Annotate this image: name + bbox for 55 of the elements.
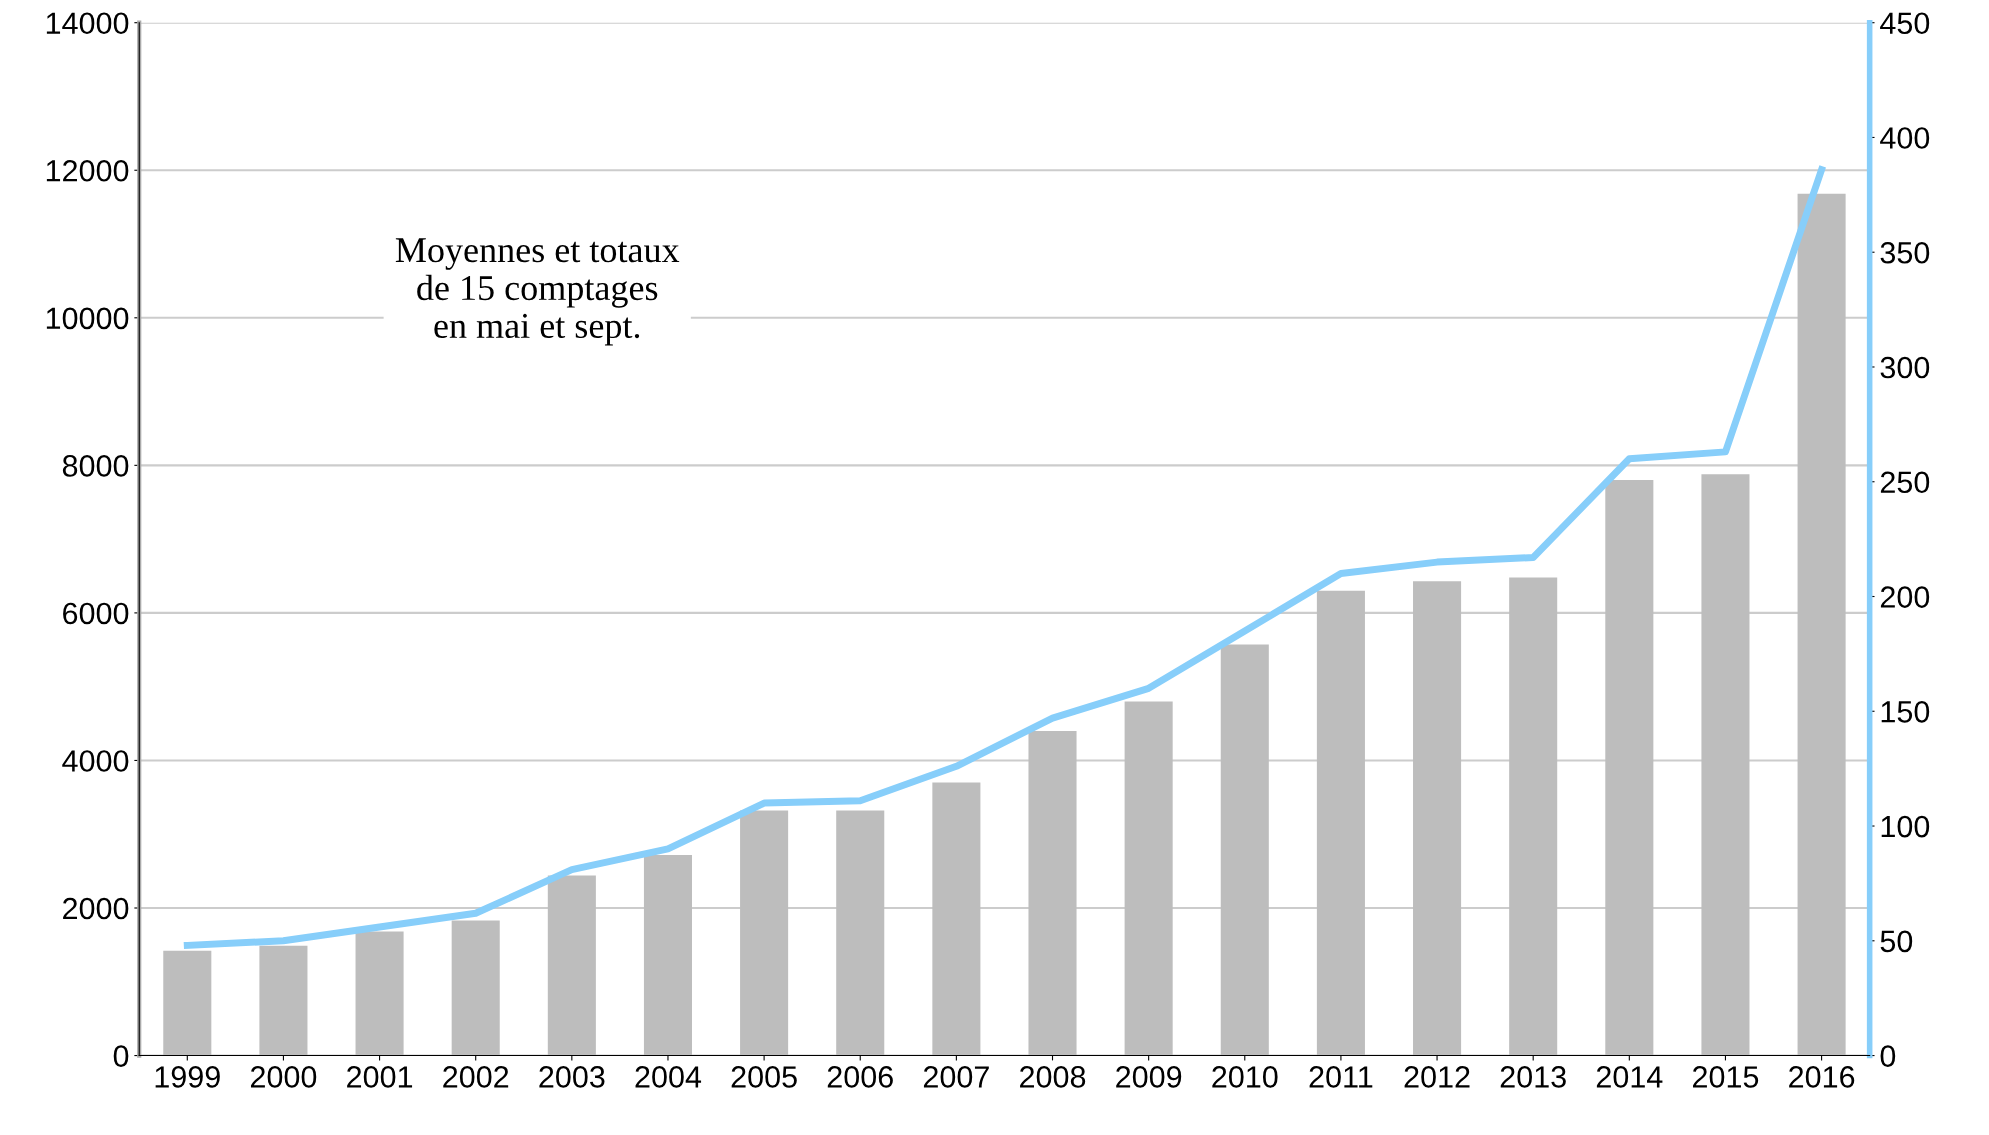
x-tick-label: 2012	[1404, 1066, 1470, 1088]
x-tick-label: 1999	[155, 1066, 220, 1088]
bar	[1509, 577, 1558, 1056]
x-tick-label: 2010	[1212, 1066, 1278, 1088]
y2-tick-label: 400	[1880, 127, 1930, 149]
y2-tick-label: 100	[1881, 815, 1930, 838]
bar	[1316, 590, 1365, 1056]
x-tick-label: 2011	[1309, 1066, 1373, 1088]
x-tick-label: 2008	[1020, 1066, 1086, 1088]
bar	[1797, 193, 1846, 1056]
y-tick-label: 6000	[63, 602, 129, 625]
y-tick-label: 4000	[62, 750, 129, 772]
y2-tick-label: 200	[1880, 586, 1930, 608]
x-tick-label: 2016	[1789, 1066, 1855, 1088]
x-tick-label: 2004	[635, 1066, 702, 1088]
annotation: Moyennes et totaux de 15 comptages en mai et sept.	[395, 238, 680, 346]
x-tick-label: 2007	[923, 1066, 989, 1088]
y-tick-label: 0	[113, 1045, 129, 1067]
y2-tick-label: 250	[1880, 471, 1930, 494]
bar	[1701, 474, 1750, 1056]
bar	[932, 782, 981, 1056]
x-tick-label: 2001	[347, 1066, 413, 1088]
bar	[836, 810, 885, 1056]
y-tick-label: 10000	[46, 307, 129, 330]
x-tick-label: 2015	[1693, 1066, 1759, 1088]
bar	[163, 950, 212, 1056]
y2-tick-label: 150	[1881, 701, 1930, 723]
bar	[451, 920, 500, 1056]
bar	[1028, 730, 1077, 1056]
bar	[1220, 644, 1269, 1056]
x-tick-label: 2002	[443, 1066, 509, 1088]
bar	[547, 875, 596, 1056]
y-tick-label: 14000	[46, 12, 129, 35]
x-tick-label: 2013	[1500, 1066, 1566, 1088]
bar	[355, 931, 404, 1056]
x-tick-label: 2003	[539, 1066, 605, 1088]
x-tick-label: 2009	[1116, 1066, 1182, 1088]
bar	[1605, 480, 1654, 1056]
y2-tick-label: 450	[1880, 12, 1930, 35]
bar	[643, 854, 693, 1056]
y2-tick-label: 0	[1880, 1045, 1896, 1067]
x-tick-label: 2014	[1596, 1066, 1663, 1088]
bar	[259, 945, 308, 1056]
y-tick-label: 8000	[62, 455, 129, 477]
x-tick-label: 2006	[827, 1066, 893, 1088]
y2-tick-label: 300	[1880, 356, 1930, 379]
bar	[1124, 701, 1173, 1056]
x-tick-label: 2000	[250, 1066, 317, 1088]
bar	[740, 810, 789, 1056]
x-tick-label: 2005	[731, 1066, 797, 1088]
y2-tick-label: 50	[1880, 930, 1913, 953]
bar	[1413, 581, 1462, 1056]
y2-tick-label: 350	[1880, 241, 1930, 264]
y-tick-label: 12000	[46, 159, 129, 182]
y-tick-label: 2000	[63, 897, 129, 920]
